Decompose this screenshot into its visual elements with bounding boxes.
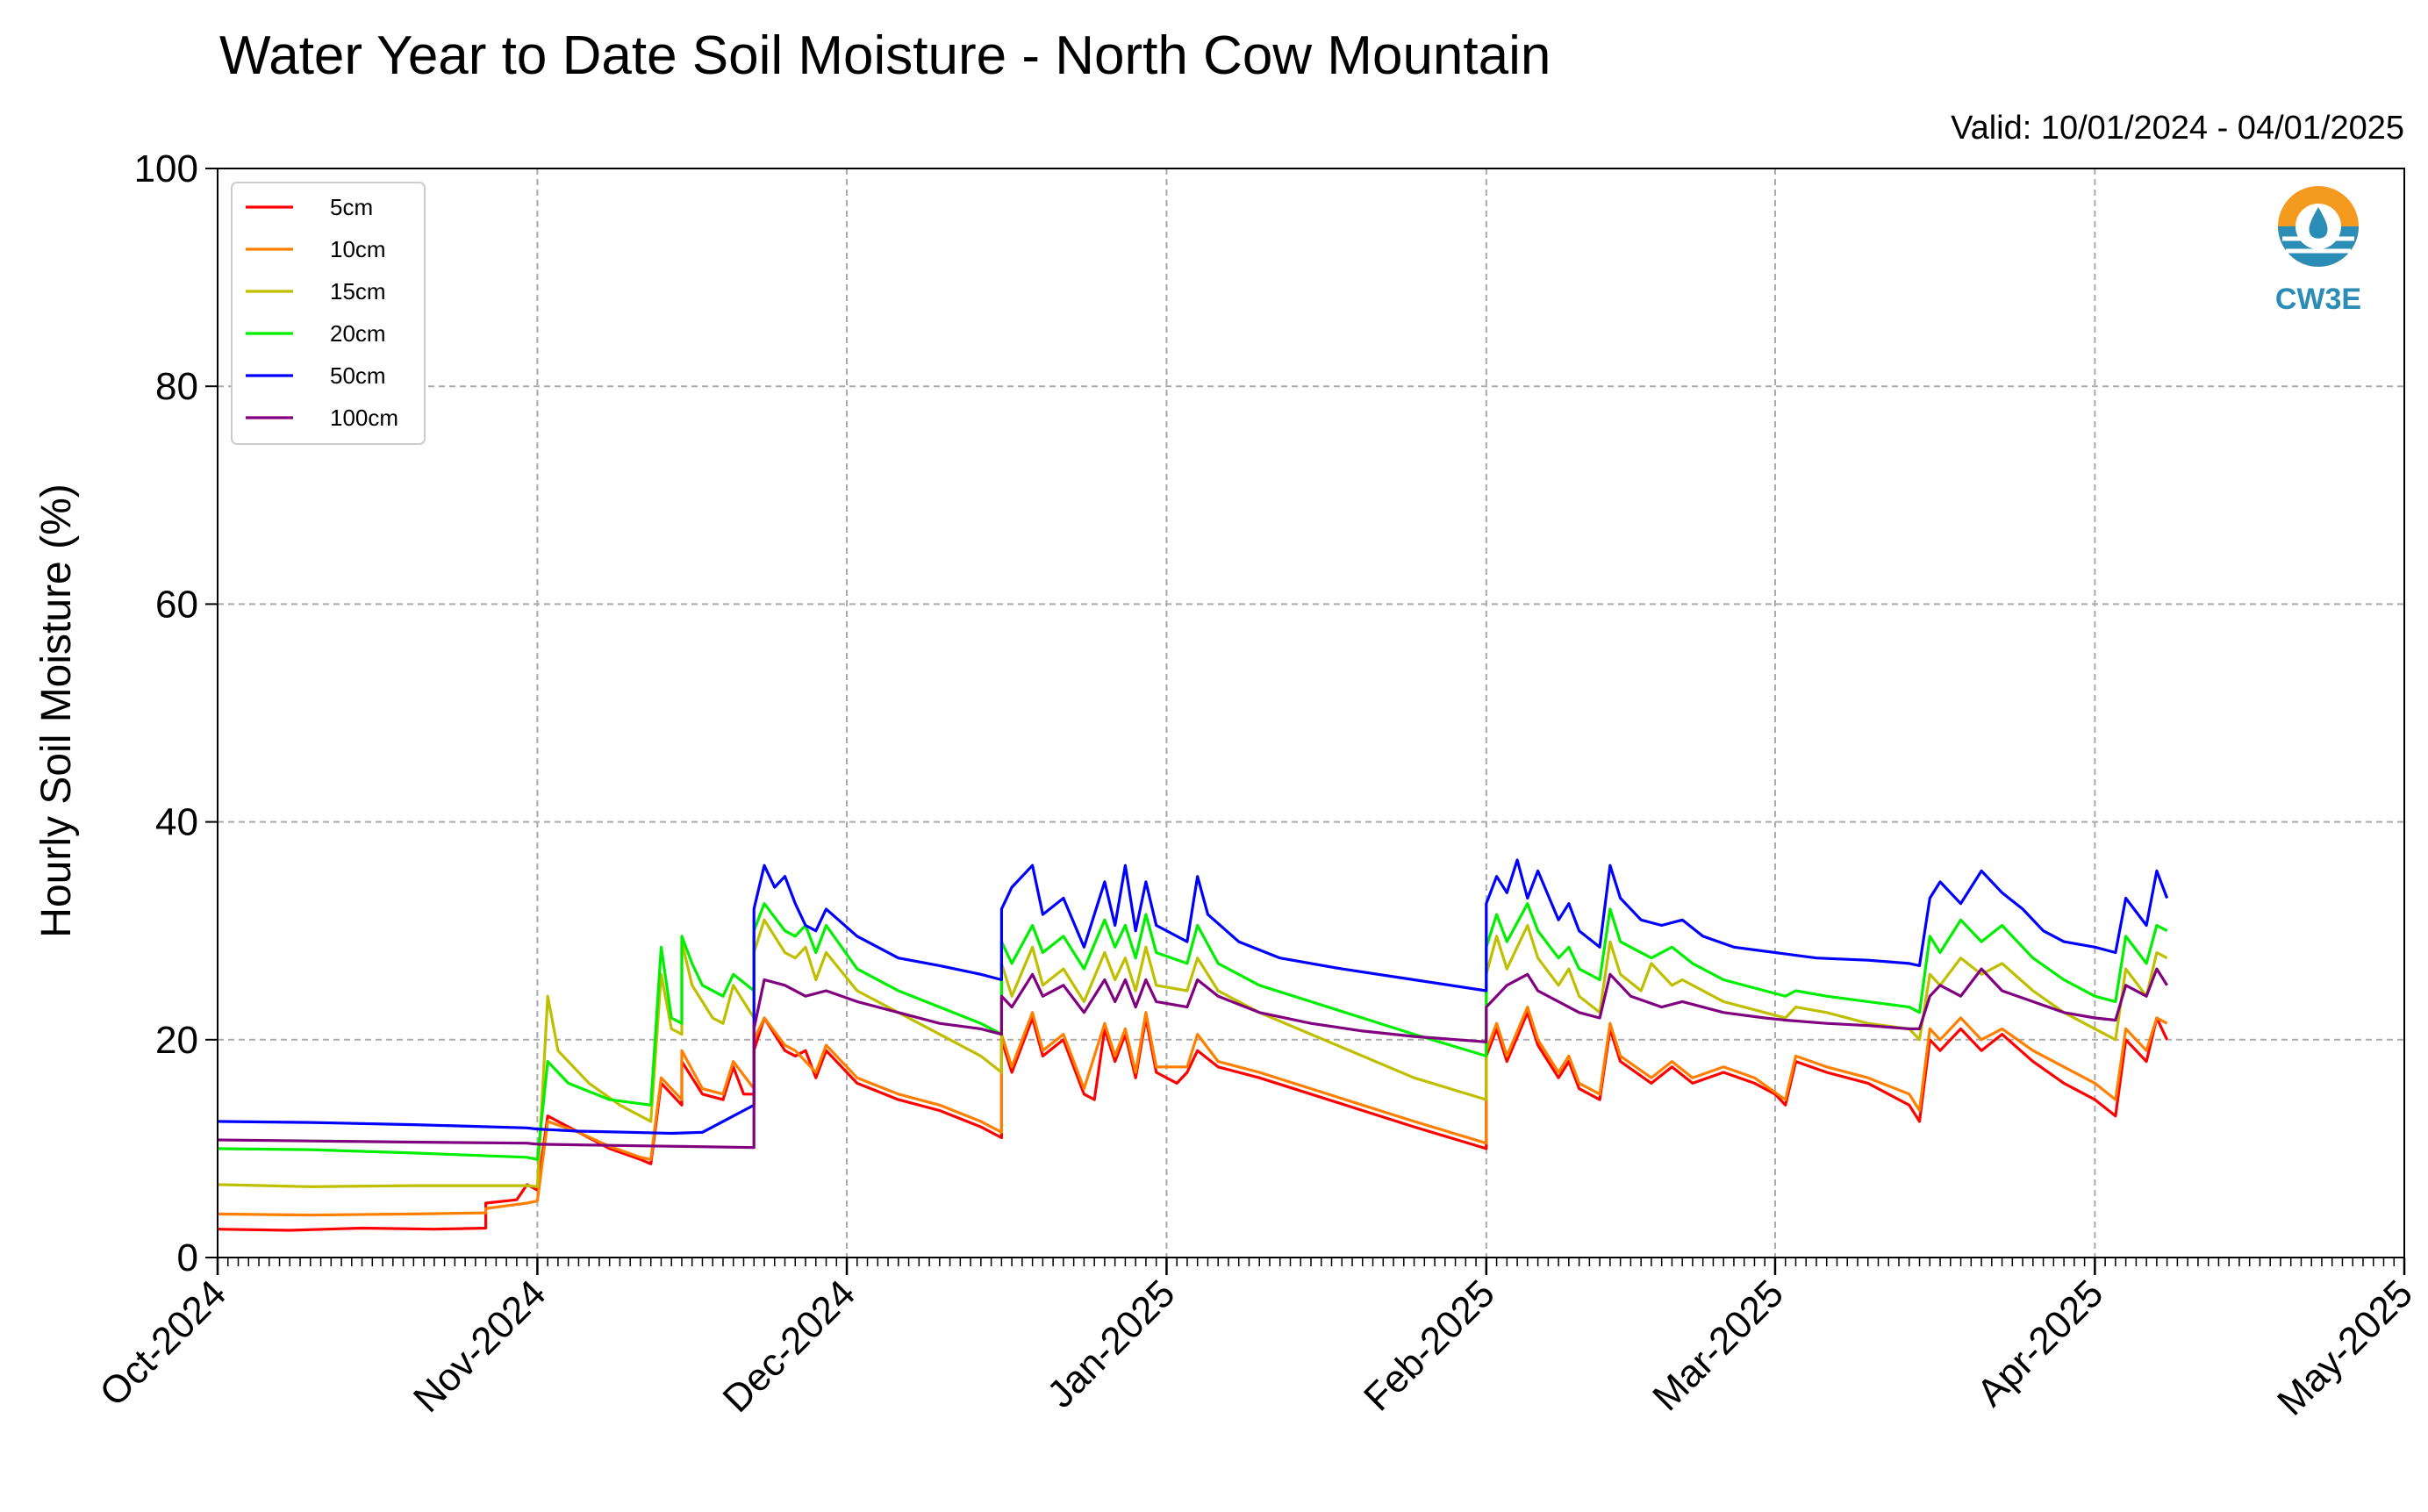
cw3e-logo: CW3E <box>2275 186 2361 316</box>
x-tick-label: Oct-2024 <box>91 1272 234 1415</box>
y-tick-label: 100 <box>134 147 198 190</box>
legend-label: 100cm <box>330 405 398 431</box>
y-tick-label: 0 <box>177 1236 198 1279</box>
logo-drop-icon <box>2309 207 2328 239</box>
legend-label: 50cm <box>330 362 386 389</box>
series-line-20cm <box>217 902 2168 1161</box>
legend-label: 20cm <box>330 320 386 347</box>
series-line-5cm <box>217 1011 2169 1232</box>
x-tick-label: Dec-2024 <box>715 1272 864 1421</box>
y-tick-label: 60 <box>155 583 198 626</box>
legend-label: 5cm <box>330 194 373 220</box>
grid-lines <box>218 168 2404 1258</box>
x-tick-label: Jan-2025 <box>1039 1272 1183 1415</box>
y-tick-label: 80 <box>155 365 198 408</box>
axes: 0 20 40 60 80 100 Oct-2024 Nov-2024 Dec-2024 Jan-… <box>91 147 2421 1423</box>
y-tick-label: 40 <box>155 801 198 844</box>
y-axis-label: Hourly Soil Moisture (%) <box>33 484 80 937</box>
x-tick-label: Mar-2025 <box>1644 1272 1792 1419</box>
legend: 5cm 10cm 15cm 20cm 50cm 100cm <box>231 182 426 445</box>
legend-label: 15cm <box>330 278 386 305</box>
series-line-50cm <box>217 858 2169 1136</box>
x-tick-label: Feb-2025 <box>1356 1272 1503 1419</box>
x-tick-label: May-2025 <box>2269 1272 2421 1423</box>
legend-label: 10cm <box>330 236 386 262</box>
valid-date-range: Valid: 10/01/2024 - 04/01/2025 <box>1951 110 2404 147</box>
chart-title: Water Year to Date Soil Moisture - North… <box>219 25 1551 86</box>
series-lines <box>217 858 2169 1232</box>
y-tick-label: 20 <box>155 1019 198 1062</box>
series-line-100cm <box>217 967 2168 1150</box>
x-tick-label: Nov-2024 <box>405 1272 555 1421</box>
x-tick-label: Apr-2025 <box>1969 1272 2112 1415</box>
logo-text: CW3E <box>2275 283 2361 316</box>
series-line-10cm <box>217 1005 2168 1217</box>
